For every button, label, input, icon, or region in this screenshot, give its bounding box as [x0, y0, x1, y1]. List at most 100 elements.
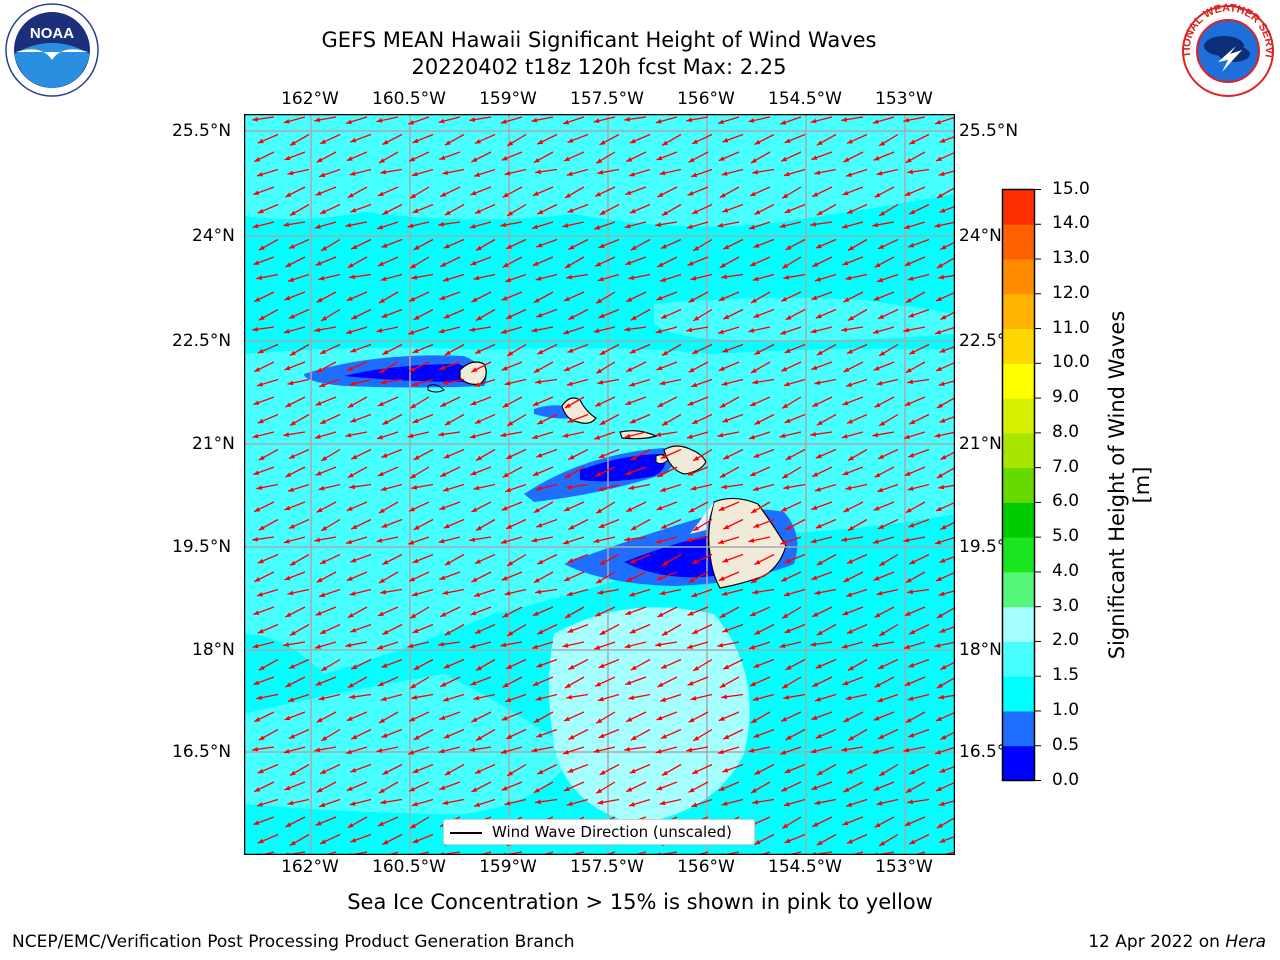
wind-arrow [752, 378, 775, 385]
wind-arrow [749, 606, 771, 617]
colorbar-tick-label: 4.0 [1052, 560, 1080, 581]
wind-arrow [934, 326, 955, 335]
wind-arrow [846, 413, 868, 425]
wind-arrow [721, 693, 744, 700]
wind-arrow [904, 186, 926, 197]
wind-arrow [719, 606, 740, 619]
wind-arrow [469, 641, 492, 649]
wind-arrow [811, 606, 833, 618]
wind-arrow [380, 168, 403, 175]
wind-arrow [779, 431, 802, 438]
wind-arrow [287, 273, 310, 282]
wind-arrow [319, 553, 341, 565]
wind-arrow [439, 606, 461, 618]
wind-arrow [940, 661, 955, 671]
wind-arrow [320, 238, 341, 252]
wind-arrow [473, 798, 496, 807]
wind-arrow [781, 676, 802, 689]
wind-arrow [779, 641, 802, 648]
wind-arrow [506, 763, 527, 777]
wind-arrow [815, 238, 837, 249]
wind-arrow [846, 343, 868, 355]
wind-arrow [345, 536, 368, 545]
wind-arrow [661, 553, 682, 567]
wind-arrow [471, 291, 492, 303]
wind-arrow [876, 378, 899, 386]
wind-arrow [722, 413, 744, 423]
wind-arrow [283, 431, 306, 437]
wind-arrow [908, 833, 930, 845]
wind-arrow [624, 746, 647, 752]
wind-arrow [284, 361, 306, 371]
colorbar-tick-label: 5.0 [1052, 526, 1080, 547]
wind-arrow [907, 798, 930, 805]
wind-arrow [411, 273, 434, 280]
wind-arrow [505, 728, 527, 740]
wind-arrow [816, 553, 837, 566]
wind-arrow [252, 641, 275, 649]
colorbar-cell [1002, 398, 1035, 434]
wind-arrow [408, 781, 430, 792]
wind-arrow [471, 501, 492, 513]
wind-arrow [532, 606, 554, 617]
wind-arrow [412, 763, 434, 774]
wind-arrow [908, 448, 930, 458]
wind-arrow [378, 571, 399, 584]
wind-arrow [691, 203, 713, 215]
wind-arrow [657, 606, 678, 618]
wind-arrow [846, 833, 868, 845]
wind-arrow [594, 396, 616, 407]
wind-arrow [908, 238, 930, 248]
wind-arrow [380, 483, 403, 492]
wind-arrow [934, 536, 955, 545]
wind-arrow [599, 133, 620, 146]
wind-arrow [285, 676, 306, 688]
wind-arrow [721, 378, 744, 386]
colorbar-tick-label: 9.0 [1052, 387, 1080, 408]
nws-logo: NATIONAL WEATHER SERVICE [1178, 2, 1275, 97]
wind-arrow [598, 448, 620, 459]
wind-arrow [504, 798, 527, 806]
wind-arrow [815, 658, 837, 669]
wind-arrow [845, 273, 868, 281]
wind-arrow [625, 186, 647, 196]
wind-arrow [905, 291, 926, 304]
wind-arrow [407, 641, 430, 648]
wind-arrow [285, 816, 306, 828]
wind-arrow [748, 116, 771, 123]
wind-arrow [754, 763, 775, 776]
wind-arrow [842, 396, 864, 406]
wind-arrow [722, 238, 744, 250]
wind-arrow [686, 221, 709, 229]
wind-arrow [752, 693, 775, 702]
wind-arrow [628, 693, 651, 700]
wind-arrow [288, 238, 310, 250]
wind-arrow [284, 571, 306, 581]
wind-wave-arrows [252, 116, 955, 855]
wind-arrow [318, 483, 341, 491]
wind-arrow [532, 256, 554, 267]
wind-arrow [345, 326, 368, 335]
wave-band-1.5-2.0 [244, 674, 574, 814]
wind-arrow [289, 763, 310, 777]
wind-arrow [506, 343, 527, 357]
wind-arrow [784, 763, 806, 774]
colorbar-cell [1002, 710, 1035, 747]
wind-arrow [692, 448, 713, 462]
wind-arrow [721, 483, 744, 490]
wind-arrow [500, 116, 523, 124]
wind-arrow [655, 536, 678, 544]
wind-arrow [847, 518, 868, 532]
wind-arrow [842, 816, 864, 826]
wind-arrow [382, 133, 403, 146]
wind-arrow [690, 798, 713, 808]
wind-arrow [409, 816, 430, 829]
wind-arrow [779, 326, 802, 335]
wind-arrow [846, 623, 868, 635]
wind-arrow [315, 466, 337, 476]
wind-arrow [564, 186, 585, 199]
wind-arrow [846, 553, 868, 565]
wind-arrow [657, 186, 678, 198]
wind-arrow [566, 798, 589, 807]
wind-arrow [567, 763, 589, 773]
